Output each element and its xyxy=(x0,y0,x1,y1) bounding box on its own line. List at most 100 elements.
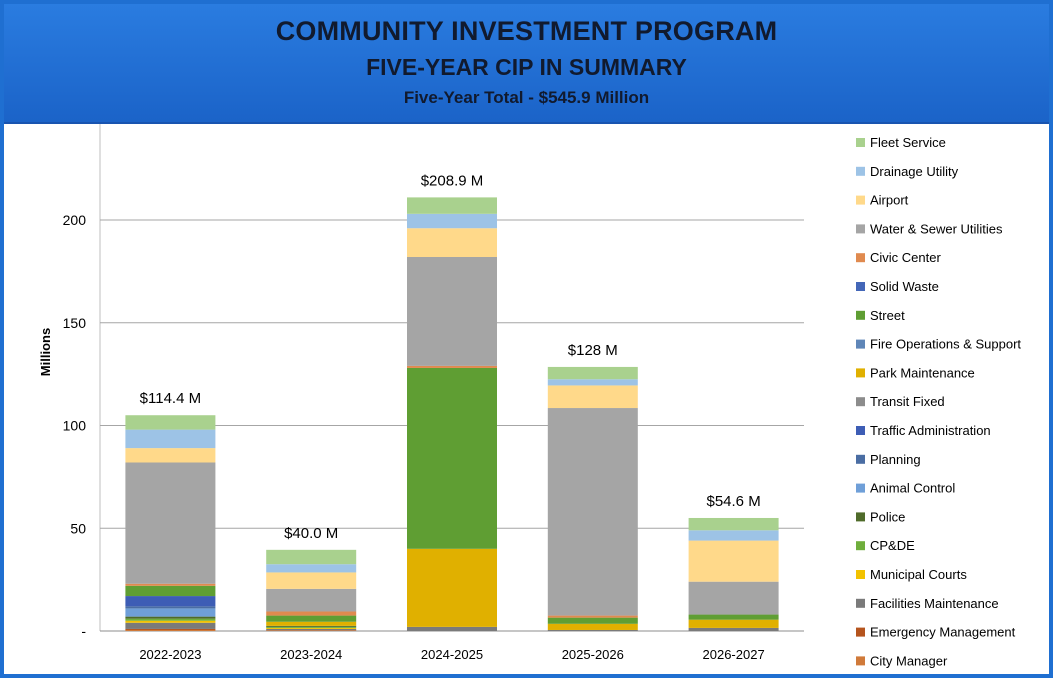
bar-total-label: $128 M xyxy=(568,342,618,359)
bar-segment xyxy=(688,540,779,582)
bar-segment xyxy=(125,616,216,619)
legend-label: Fleet Service xyxy=(870,135,946,150)
y-tick-label: 150 xyxy=(63,315,87,331)
bar-total-label: $208.9 M xyxy=(421,172,484,189)
legend-swatch xyxy=(856,166,865,176)
legend-label: Animal Control xyxy=(870,481,955,496)
legend-swatch xyxy=(856,541,865,551)
bar-segment xyxy=(688,619,779,628)
legend-swatch xyxy=(856,253,865,263)
y-tick-label: 50 xyxy=(70,520,86,536)
x-tick-label: 2026-2027 xyxy=(703,647,765,662)
bar-segment xyxy=(547,629,638,631)
bar-segment xyxy=(688,517,779,531)
legend-label: Park Maintenance xyxy=(870,365,975,380)
bar-segment xyxy=(547,408,638,616)
legend-swatch xyxy=(856,368,865,378)
legend-swatch xyxy=(856,483,865,493)
bar-segment xyxy=(125,448,216,463)
bar-total-label: $40.0 M xyxy=(284,525,338,542)
legend-label: Street xyxy=(870,308,905,323)
bar-segment xyxy=(125,629,216,631)
bar-segment xyxy=(266,572,357,589)
y-tick-label: 100 xyxy=(63,418,87,434)
legend-swatch xyxy=(856,397,865,407)
chart-header: COMMUNITY INVESTMENT PROGRAM FIVE-YEAR C… xyxy=(4,4,1049,124)
legend-label: Airport xyxy=(870,193,909,208)
legend-label: Planning xyxy=(870,452,921,467)
bar-segment xyxy=(266,621,357,626)
bar-segment xyxy=(547,617,638,624)
legend-swatch xyxy=(856,598,865,608)
bar-segment xyxy=(547,615,638,618)
legend-swatch xyxy=(856,282,865,291)
legend-label: City Manager xyxy=(870,653,948,668)
bar-segment xyxy=(125,583,216,586)
y-tick-label: - xyxy=(81,623,86,639)
legend-swatch xyxy=(856,454,865,464)
bar-segment xyxy=(125,585,216,597)
stacked-bar-chart: - 50 100 150 200 Millions $114.4 M 2022-2023 $40… xyxy=(38,124,1021,668)
legend-swatch xyxy=(856,310,865,320)
bar-segment xyxy=(266,549,357,565)
legend-swatch xyxy=(856,570,865,579)
legend-label: Police xyxy=(870,509,905,524)
bar-segment xyxy=(688,581,779,615)
legend-swatch xyxy=(856,656,865,666)
bar-segment xyxy=(407,228,497,257)
legend-label: Water & Sewer Utilities xyxy=(870,221,1003,236)
legend-label: Transit Fixed xyxy=(870,394,945,409)
bar-segment xyxy=(266,611,357,616)
legend-swatch xyxy=(856,224,865,234)
bar-segment xyxy=(266,564,357,573)
bar-total-label: $54.6 M xyxy=(706,493,760,510)
bar-segment xyxy=(547,379,638,386)
bar-segment xyxy=(125,618,216,621)
bar-segment xyxy=(547,385,638,409)
bar-segment xyxy=(407,626,497,631)
legend-label: CP&DE xyxy=(870,538,915,553)
bar-segment xyxy=(407,213,497,229)
legend-label: Civic Center xyxy=(870,250,941,265)
legend-label: Facilities Maintenance xyxy=(870,596,999,611)
legend-label: Emergency Management xyxy=(870,625,1016,640)
legend-swatch xyxy=(856,627,865,637)
legend-label: Drainage Utility xyxy=(870,164,959,179)
chart-subtitle: FIVE-YEAR CIP IN SUMMARY xyxy=(366,54,687,80)
bar-segment xyxy=(125,462,216,584)
bar-segment xyxy=(407,365,497,368)
x-tick-label: 2024-2025 xyxy=(421,647,483,662)
bar-segment xyxy=(125,628,216,630)
five-year-total: Five-Year Total - $545.9 Million xyxy=(403,88,650,107)
chart-title: COMMUNITY INVESTMENT PROGRAM xyxy=(275,16,778,46)
bar-segment xyxy=(407,256,497,366)
legend-swatch xyxy=(856,339,865,349)
bar-segment xyxy=(125,415,216,430)
y-axis-title: Millions xyxy=(38,328,53,376)
bar-segment xyxy=(266,627,357,629)
bar-segment xyxy=(125,608,216,617)
legend-label: Traffic Administration xyxy=(870,423,991,438)
legend-label: Solid Waste xyxy=(870,279,939,294)
bar-segment xyxy=(547,366,638,380)
legend-swatch xyxy=(856,195,865,205)
bar-segment xyxy=(266,626,357,628)
bar-segment xyxy=(407,548,497,627)
bar-segment xyxy=(125,606,216,609)
bar-segment xyxy=(125,622,216,629)
x-tick-label: 2025-2026 xyxy=(562,647,624,662)
bar-segment xyxy=(266,588,357,612)
bar-segment xyxy=(125,429,216,449)
bar-segment xyxy=(688,627,779,631)
legend-label: Municipal Courts xyxy=(870,567,967,582)
bar-segment xyxy=(407,367,497,549)
bar-segment xyxy=(266,628,357,631)
bar-segment xyxy=(266,625,357,627)
bar-segment xyxy=(125,596,216,607)
legend-swatch xyxy=(856,138,865,147)
x-tick-label: 2023-2024 xyxy=(280,647,342,662)
legend-swatch xyxy=(856,426,865,435)
legend-label: Fire Operations & Support xyxy=(870,337,1021,352)
y-tick-label: 200 xyxy=(63,212,87,228)
